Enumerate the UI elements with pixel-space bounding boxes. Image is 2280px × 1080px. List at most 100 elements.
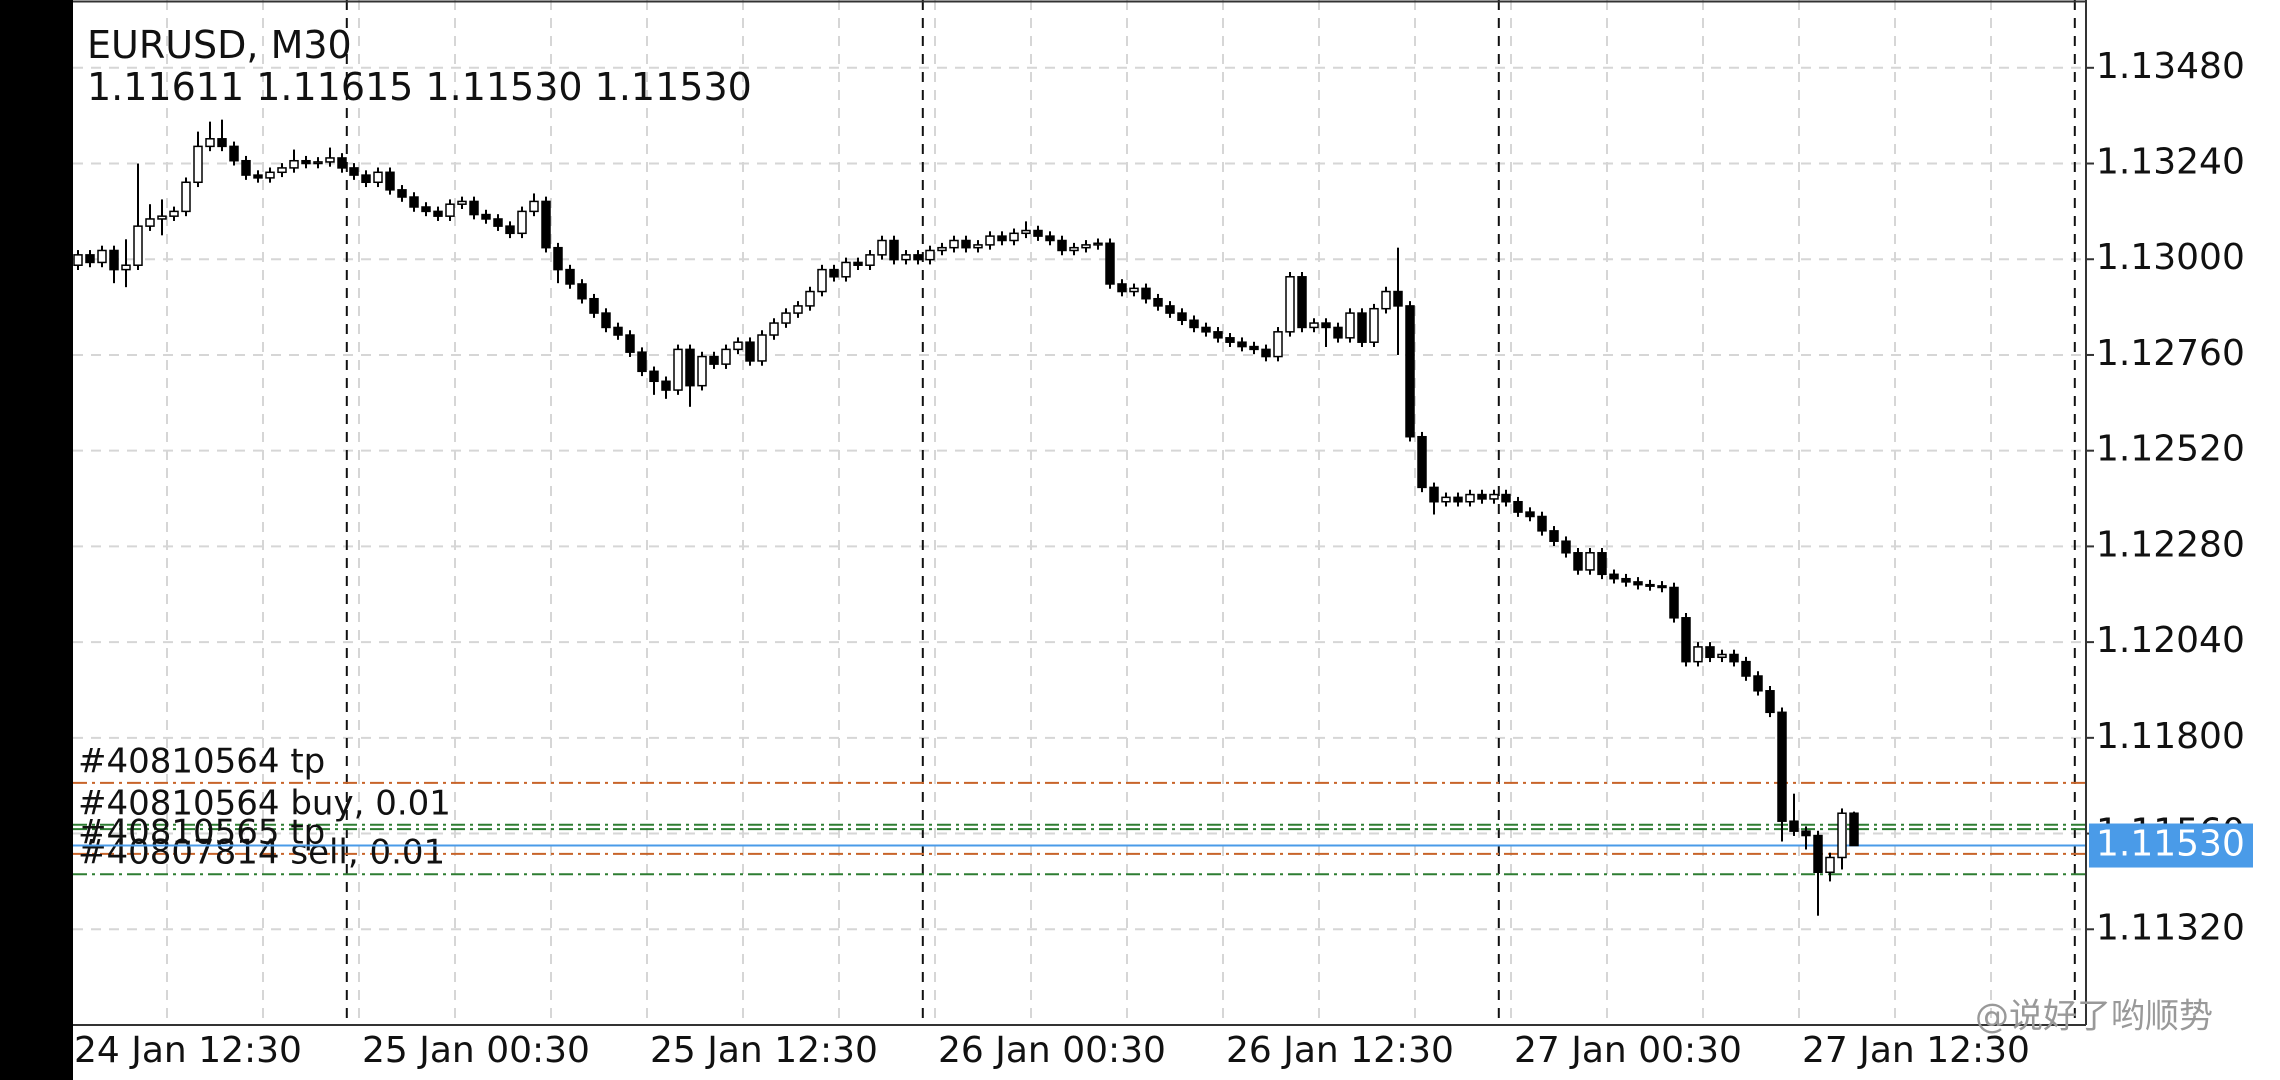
candle-body — [1609, 573, 1619, 580]
candle-body — [1477, 493, 1487, 500]
candle-body — [853, 261, 863, 266]
candle-body — [505, 225, 515, 235]
x-tick-label: 27 Jan 12:30 — [1802, 1030, 2030, 1071]
candle-body — [1513, 500, 1523, 513]
candle-body — [325, 157, 335, 163]
candle-body — [1369, 307, 1379, 343]
candle-body — [265, 171, 275, 179]
y-tick-label: 1.12040 — [2096, 620, 2245, 661]
candles — [73, 119, 1859, 916]
candle-body — [181, 181, 191, 213]
candle-body — [1753, 675, 1763, 692]
candle-body — [433, 210, 443, 217]
candle-body — [73, 254, 83, 266]
candle-body — [277, 167, 287, 174]
candle-body — [421, 206, 431, 213]
candle-body — [625, 334, 635, 353]
candle-body — [1081, 244, 1091, 249]
candle-body — [517, 210, 527, 235]
candle-body — [1381, 290, 1391, 310]
candle-body — [829, 268, 839, 278]
candle-body — [1309, 322, 1319, 329]
candle-body — [817, 268, 827, 293]
y-tick-label: 1.12520 — [2096, 429, 2245, 470]
candle-body — [1093, 242, 1103, 246]
candle-body — [1573, 552, 1583, 571]
candle-body — [1705, 646, 1715, 659]
x-tick-label: 25 Jan 00:30 — [362, 1030, 590, 1071]
y-tick-label: 1.11320 — [2096, 907, 2245, 948]
candle-body — [397, 189, 407, 198]
y-tick-label: 1.13480 — [2096, 46, 2245, 87]
candle-body — [841, 261, 851, 278]
candle-body — [697, 355, 707, 387]
candle-body — [1117, 283, 1127, 293]
candle-body — [1489, 493, 1499, 500]
candle-body — [1057, 239, 1067, 252]
candle-body — [253, 174, 263, 179]
candle-body — [1273, 331, 1283, 358]
candle-body — [481, 213, 491, 220]
candle-body — [961, 239, 971, 249]
candle-body — [493, 218, 503, 227]
candle-body — [229, 145, 239, 162]
candle-body — [673, 348, 683, 391]
candle-body — [457, 200, 467, 205]
candle-body — [1153, 297, 1163, 307]
order-level-label: #40810564 buy, 0.01 — [78, 783, 451, 823]
candle-body — [1465, 493, 1475, 503]
candle-body — [1141, 287, 1151, 300]
candle-body — [1201, 326, 1211, 333]
candle-body — [1333, 326, 1343, 339]
candle-body — [1789, 820, 1799, 832]
candle-body — [1669, 586, 1679, 619]
candle-body — [169, 210, 179, 217]
candle-body — [1297, 276, 1307, 329]
left-bar — [0, 0, 73, 1080]
candle-body — [205, 138, 215, 148]
order-level-label: #40807814 sell, 0.01 — [78, 833, 445, 873]
candle-body — [613, 326, 623, 336]
candle-body — [589, 297, 599, 314]
candle-body — [661, 380, 671, 391]
candle-body — [1285, 276, 1295, 333]
candle-body — [865, 254, 875, 266]
candle-body — [649, 370, 659, 383]
candle-body — [97, 249, 107, 264]
candle-body — [1813, 834, 1823, 873]
candle-body — [733, 341, 743, 351]
x-tick-label: 27 Jan 00:30 — [1514, 1030, 1742, 1071]
candle-body — [313, 161, 323, 165]
candle-body — [1585, 552, 1595, 571]
watermark: @说好了哟顺势 — [1975, 997, 2213, 1037]
candle-body — [973, 244, 983, 249]
candle-body — [1417, 435, 1427, 489]
candle-body — [793, 305, 803, 314]
candle-body — [1129, 287, 1139, 293]
candle-body — [685, 348, 695, 387]
candle-body — [1765, 690, 1775, 714]
candle-body — [157, 215, 167, 220]
candle-body — [1537, 515, 1547, 532]
candle-body — [541, 200, 551, 249]
candle-body — [781, 312, 791, 324]
candle-body — [1009, 232, 1019, 242]
candle-body — [1801, 830, 1811, 837]
y-tick-label: 1.11800 — [2096, 716, 2245, 757]
candle-body — [721, 348, 731, 365]
x-tick-label: 26 Jan 00:30 — [938, 1030, 1166, 1071]
candle-body — [1453, 496, 1463, 503]
current-price-label: 1.11530 — [2096, 824, 2245, 865]
candle-body — [1105, 242, 1115, 285]
candle-body — [217, 138, 227, 148]
candle-body — [949, 239, 959, 249]
candle-body — [1441, 496, 1451, 503]
y-tick-label: 1.13000 — [2096, 237, 2245, 278]
candle-body — [349, 167, 359, 176]
candle-body — [1561, 540, 1571, 554]
candle-body — [1189, 319, 1199, 329]
candle-body — [577, 283, 587, 300]
candle-body — [145, 218, 155, 227]
candle-body — [193, 145, 203, 184]
